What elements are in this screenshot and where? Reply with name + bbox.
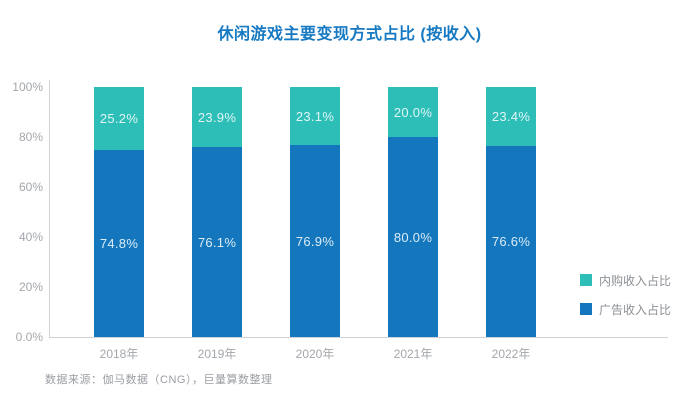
- y-axis-tick-label: 0.0%: [15, 330, 43, 344]
- x-axis-tick-label: 2021年: [393, 347, 433, 361]
- x-axis-tick-label: 2020年: [295, 347, 335, 361]
- bar-segment-iap: 23.4%: [486, 87, 536, 146]
- y-axis-tick-label: 40%: [18, 230, 43, 244]
- legend-item-ad: 广告收入占比: [580, 302, 672, 317]
- x-axis-line: [49, 337, 668, 338]
- bar-segment-ad: 80.0%: [388, 137, 438, 337]
- x-axis-tick-label: 2018年: [99, 347, 139, 361]
- legend-swatch-ad: [580, 303, 592, 315]
- x-axis-tick-label: 2019年: [197, 347, 237, 361]
- stacked-bar-2020年: 23.1% 76.9%: [290, 87, 340, 337]
- bar-segment-iap: 25.2%: [94, 87, 144, 150]
- bar-segment-ad: 76.1%: [192, 147, 242, 337]
- stacked-bar-2022年: 23.4% 76.6%: [486, 87, 536, 337]
- y-axis-tick-label: 60%: [18, 180, 43, 194]
- legend-label-iap: 内购收入占比: [599, 273, 672, 288]
- stacked-bar-2018年: 25.2% 74.8%: [94, 87, 144, 337]
- y-axis-tick-label: 80%: [18, 130, 43, 144]
- legend-swatch-iap: [580, 274, 592, 286]
- bar-segment-iap: 23.1%: [290, 87, 340, 145]
- stacked-bar-2021年: 20.0% 80.0%: [388, 87, 438, 337]
- y-axis-tick-label: 100%: [12, 80, 43, 94]
- bar-segment-ad: 76.6%: [486, 146, 536, 337]
- legend-item-iap: 内购收入占比: [580, 273, 672, 288]
- chart-title: 休闲游戏主要变现方式占比 (按收入): [217, 26, 482, 43]
- bar-segment-iap: 20.0%: [388, 87, 438, 137]
- x-axis-tick-label: 2022年: [491, 347, 531, 361]
- y-axis-line: [49, 80, 50, 337]
- legend-label-ad: 广告收入占比: [599, 302, 672, 317]
- bar-segment-iap: 23.9%: [192, 87, 242, 147]
- bar-segment-ad: 76.9%: [290, 145, 340, 337]
- source-note: 数据来源：伽马数据（CNG），巨量算数整理: [45, 374, 273, 386]
- stacked-bar-2019年: 23.9% 76.1%: [192, 87, 242, 337]
- bar-segment-ad: 74.8%: [94, 150, 144, 337]
- y-axis-tick-label: 20%: [18, 280, 43, 294]
